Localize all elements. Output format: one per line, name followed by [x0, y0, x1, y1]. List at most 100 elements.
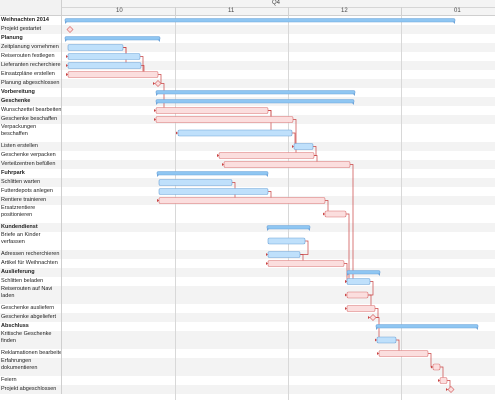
task-list-header	[0, 0, 62, 16]
task-row[interactable]: Geschenke ausliefern	[0, 304, 495, 313]
task-row[interactable]: Reklamationen bearbeiten	[0, 349, 495, 358]
task-bar[interactable]	[439, 377, 448, 384]
row-label: Verpackungen beschaffen	[0, 124, 62, 142]
group-row[interactable]: Auslieferung	[0, 268, 495, 277]
group-summary-bar[interactable]	[156, 171, 269, 176]
milestone-diamond-icon[interactable]	[154, 80, 162, 87]
task-bar[interactable]	[67, 71, 159, 78]
row-label: Vorbereitung	[0, 88, 62, 97]
task-bar[interactable]	[267, 260, 345, 267]
task-row[interactable]: Briefe an Kinder verfassen	[0, 232, 495, 250]
row-label: Briefe an Kinder verfassen	[0, 232, 62, 250]
task-bar[interactable]	[376, 336, 397, 344]
group-row[interactable]: Weihnachten 2014	[0, 16, 495, 25]
row-label: Kritische Geschenke finden	[0, 331, 62, 349]
row-label: Artikel für Weihnachten	[0, 259, 62, 268]
row-label: Ersatzrentiere positionieren	[0, 205, 62, 223]
group-summary-bar[interactable]	[155, 99, 355, 104]
task-bar[interactable]	[267, 251, 301, 258]
task-row[interactable]: Artikel für Weihnachten	[0, 259, 495, 268]
group-row[interactable]: Planung	[0, 34, 495, 43]
group-summary-bar[interactable]	[375, 324, 479, 329]
task-row[interactable]: Feiern	[0, 376, 495, 385]
month-tick	[401, 7, 402, 16]
group-summary-bar[interactable]	[64, 18, 456, 23]
milestone-diamond-icon[interactable]	[447, 386, 455, 393]
milestone-diamond-icon[interactable]	[66, 26, 74, 33]
task-row[interactable]: Futterdepots anlegen	[0, 187, 495, 196]
group-summary-bar[interactable]	[64, 36, 161, 41]
task-bar[interactable]	[346, 291, 369, 299]
group-row[interactable]: Vorbereitung	[0, 88, 495, 97]
task-bar[interactable]	[432, 363, 441, 371]
row-label: Planung abgeschlossen	[0, 79, 62, 88]
task-row[interactable]: Schlitten beladen	[0, 277, 495, 286]
task-bar[interactable]	[346, 305, 376, 312]
task-bar[interactable]	[67, 53, 141, 60]
group-summary-bar[interactable]	[346, 270, 381, 275]
group-row[interactable]: Abschluss	[0, 322, 495, 331]
row-label: Lieferanten recherchieren	[1, 61, 62, 70]
task-bar[interactable]	[158, 179, 233, 186]
task-bar[interactable]	[218, 152, 315, 159]
row-label: Futterdepots anlegen	[0, 187, 62, 196]
month-label-oct: 10	[116, 8, 123, 14]
task-row[interactable]: Verpackungen beschaffen	[0, 124, 495, 142]
milestone-diamond-icon[interactable]	[369, 314, 377, 321]
task-row[interactable]: Adressen recherchieren	[0, 250, 495, 259]
task-bar[interactable]	[67, 62, 142, 69]
task-bar[interactable]	[223, 161, 351, 168]
task-row[interactable]: Kritische Geschenke finden	[0, 331, 495, 349]
task-bar[interactable]	[346, 278, 371, 285]
group-row[interactable]: Fuhrpark	[0, 169, 495, 178]
task-bar[interactable]	[158, 188, 269, 195]
task-row[interactable]: Zeitplanung vornehmen	[0, 43, 495, 52]
quarter-label: Q4	[272, 0, 281, 6]
row-label: Geschenke abgeliefert	[0, 313, 62, 322]
row-label: Zeitplanung vornehmen	[0, 43, 62, 52]
row-label: Projekt gestartet	[0, 25, 62, 34]
row-label: Verteilzentren befüllen	[0, 160, 62, 169]
row-label: Wunschzettel bearbeiten	[1, 106, 62, 115]
task-row[interactable]: Einsatzpläne erstellen	[0, 70, 495, 79]
row-label: Adressen recherchieren	[0, 250, 62, 259]
row-label: Rentiere trainieren	[0, 196, 62, 205]
month-gridline	[288, 16, 289, 400]
task-row[interactable]: Erfahrungen dokumentieren	[0, 358, 495, 376]
task-bar[interactable]	[67, 44, 124, 51]
row-label: Geschenke ausliefern	[0, 304, 62, 313]
task-bar[interactable]	[378, 350, 429, 357]
task-row[interactable]: Wunschzettel bearbeiten	[0, 106, 495, 115]
task-bar[interactable]	[177, 129, 293, 137]
milestone-row[interactable]: Projekt abgeschlossen	[0, 385, 495, 394]
group-summary-bar[interactable]	[155, 90, 356, 95]
month-gridline	[401, 16, 402, 400]
task-bar[interactable]	[267, 237, 306, 245]
task-row[interactable]: Schlitten warten	[0, 178, 495, 187]
task-row[interactable]: Listen erstellen	[0, 142, 495, 151]
task-row[interactable]: Reiserouten auf Navi laden	[0, 286, 495, 304]
milestone-row[interactable]: Projekt gestartet	[0, 25, 495, 34]
task-row[interactable]: Ersatzrentiere positionieren	[0, 205, 495, 223]
task-bar[interactable]	[155, 116, 294, 123]
milestone-row[interactable]: Planung abgeschlossen	[0, 79, 495, 88]
row-label: Erfahrungen dokumentieren	[0, 358, 62, 376]
group-summary-bar[interactable]	[266, 225, 311, 230]
task-row[interactable]: Reiserouten festlegen	[0, 52, 495, 61]
month-label-nov: 11	[228, 8, 235, 14]
task-bar[interactable]	[158, 197, 326, 204]
row-label: Schlitten warten	[0, 178, 62, 187]
row-label: Geschenke beschaffen	[0, 115, 62, 124]
task-bar[interactable]	[293, 143, 314, 150]
task-bar[interactable]	[155, 107, 269, 114]
row-label: Reiserouten auf Navi laden	[0, 286, 62, 304]
task-bar[interactable]	[324, 210, 347, 218]
gantt-bars	[64, 18, 479, 393]
row-label: Fuhrpark	[0, 169, 62, 178]
group-row[interactable]: Kundendienst	[0, 223, 495, 232]
milestone-row[interactable]: Geschenke abgeliefert	[0, 313, 495, 322]
task-row[interactable]: Lieferanten recherchieren	[0, 61, 495, 70]
timeline-header: Q4 10 11 12 01	[62, 0, 495, 16]
task-row[interactable]: Geschenke verpacken	[0, 151, 495, 160]
